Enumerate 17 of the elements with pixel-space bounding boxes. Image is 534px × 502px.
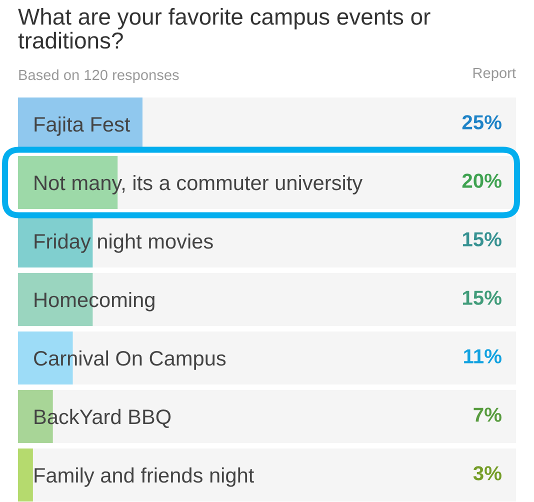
data-label: 11% [464, 349, 502, 364]
data-label: 15% [462, 290, 502, 305]
y-tick-label: Friday night movies [34, 233, 213, 253]
chart-title: What are your favorite campus events or traditions? [18, 8, 430, 49]
data-label: 25% [462, 115, 502, 130]
y-tick-label: Fajita Fest [34, 116, 130, 136]
y-tick-label: Homecoming [34, 292, 154, 312]
data-label: 3% [473, 466, 502, 480]
text: Report [473, 68, 516, 82]
data-label: 20% [462, 174, 502, 188]
bar [18, 448, 33, 502]
y-tick-label: Family and friends night [34, 467, 254, 487]
data-label: 7% [474, 408, 502, 422]
y-tick-label: BackYard BBQ [34, 408, 171, 428]
chart-subtitle: Based on 120 responses [19, 69, 179, 84]
y-tick-label: Carnival On Campus [34, 350, 226, 370]
data-label: 15% [462, 232, 502, 246]
